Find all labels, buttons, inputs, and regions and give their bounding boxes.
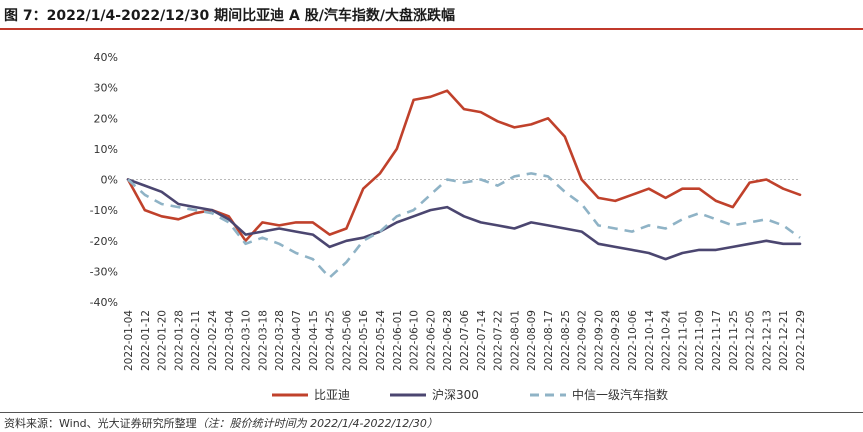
x-tick-label: 2022-11-09	[694, 310, 706, 371]
x-tick-label: 2022-01-04	[123, 310, 135, 371]
x-tick-label: 2022-05-16	[358, 310, 370, 371]
x-tick-label: 2022-09-20	[593, 310, 605, 371]
x-tick-label: 2022-08-17	[543, 310, 555, 371]
x-tick-label: 2022-05-24	[375, 310, 387, 371]
x-tick-label: 2022-02-24	[207, 310, 219, 371]
x-tick-label: 2022-01-28	[173, 310, 185, 371]
x-tick-label: 2022-08-25	[560, 310, 572, 371]
x-tick-label: 2022-12-05	[745, 310, 757, 371]
x-tick-label: 2022-04-25	[325, 310, 337, 371]
x-tick-label: 2022-02-11	[190, 310, 202, 371]
x-tick-label: 2022-09-28	[610, 310, 622, 371]
x-tick-label: 2022-12-29	[795, 310, 807, 371]
x-tick-label: 2022-03-28	[274, 310, 286, 371]
x-tick-label: 2022-10-24	[661, 310, 673, 371]
y-tick-label: -20%	[90, 235, 118, 248]
series-line-byd	[126, 89, 802, 243]
x-tick-label: 2022-08-09	[526, 310, 538, 371]
x-tick-label: 2022-11-25	[728, 310, 740, 371]
legend-byd-label: 比亚迪	[314, 388, 350, 402]
x-tick-label: 2022-09-02	[577, 310, 589, 371]
series-line-hs300	[126, 178, 802, 261]
x-tick-label: 2022-06-01	[392, 310, 404, 371]
x-tick-label: 2022-03-18	[257, 310, 269, 371]
footer-divider	[0, 412, 863, 413]
x-tick-label: 2022-06-20	[425, 310, 437, 371]
y-tick-label: -10%	[90, 204, 118, 217]
x-tick-label: 2022-04-07	[291, 310, 303, 371]
x-tick-label: 2022-10-14	[644, 310, 656, 371]
x-tick-label: 2022-11-17	[711, 310, 723, 371]
x-tick-label: 2022-01-20	[157, 310, 169, 371]
x-tick-label: 2022-04-15	[308, 310, 320, 371]
series-line-auto-index	[127, 172, 801, 279]
y-tick-label: 30%	[94, 82, 118, 95]
x-tick-label: 2022-12-13	[761, 310, 773, 371]
figure-title: 图 7：2022/1/4-2022/12/30 期间比亚迪 A 股/汽车指数/大…	[4, 8, 455, 24]
x-tick-label: 2022-12-21	[778, 310, 790, 371]
legend-auto-index-label: 中信一级汽车指数	[572, 387, 668, 402]
y-tick-label: -40%	[90, 296, 118, 309]
x-tick-label: 2022-01-12	[140, 310, 152, 371]
legend-hs300-label: 沪深300	[432, 388, 479, 402]
y-tick-label: 40%	[94, 51, 118, 64]
x-tick-label: 2022-07-22	[493, 310, 505, 371]
x-tick-label: 2022-07-14	[476, 310, 488, 371]
x-tick-label: 2022-06-28	[442, 310, 454, 371]
y-tick-label: 10%	[94, 143, 118, 156]
x-tick-label: 2022-05-06	[341, 310, 353, 371]
x-tick-label: 2022-03-04	[224, 310, 236, 371]
y-tick-label: 0%	[101, 174, 118, 187]
y-tick-label: -30%	[90, 265, 118, 278]
title-bar: 图 7：2022/1/4-2022/12/30 期间比亚迪 A 股/汽车指数/大…	[0, 0, 863, 30]
line-chart: -40% -30% -20% -10% 0% 10% 20% 30% 40% 2022-01-04…	[90, 51, 807, 402]
x-tick-label: 2022-11-01	[677, 310, 689, 371]
source-note: 资料来源：Wind、光大证券研究所整理（注：股价统计时间为 2022/1/4-2…	[4, 415, 438, 431]
source-text: 资料来源：Wind、光大证券研究所整理	[4, 417, 197, 430]
x-tick-label: 2022-10-06	[627, 310, 639, 371]
x-tick-label: 2022-03-10	[241, 310, 253, 371]
x-tick-label: 2022-06-10	[409, 310, 421, 371]
x-tick-label: 2022-07-06	[459, 310, 471, 371]
y-tick-label: 20%	[94, 112, 118, 125]
source-date-note: （注：股价统计时间为 2022/1/4-2022/12/30）	[196, 417, 438, 430]
title-underline	[0, 28, 863, 30]
x-tick-label: 2022-08-01	[509, 310, 521, 371]
